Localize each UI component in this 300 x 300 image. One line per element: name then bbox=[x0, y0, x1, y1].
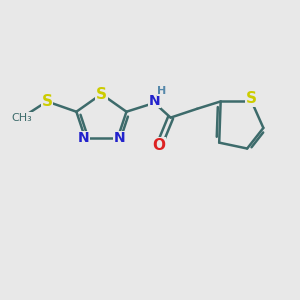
Text: S: S bbox=[246, 91, 257, 106]
Text: H: H bbox=[157, 86, 167, 96]
Text: N: N bbox=[114, 131, 125, 145]
Text: S: S bbox=[41, 94, 52, 109]
Text: CH₃: CH₃ bbox=[11, 112, 32, 123]
Text: N: N bbox=[77, 131, 89, 145]
Text: N: N bbox=[148, 94, 160, 107]
Text: O: O bbox=[152, 138, 165, 153]
Text: S: S bbox=[96, 87, 107, 102]
